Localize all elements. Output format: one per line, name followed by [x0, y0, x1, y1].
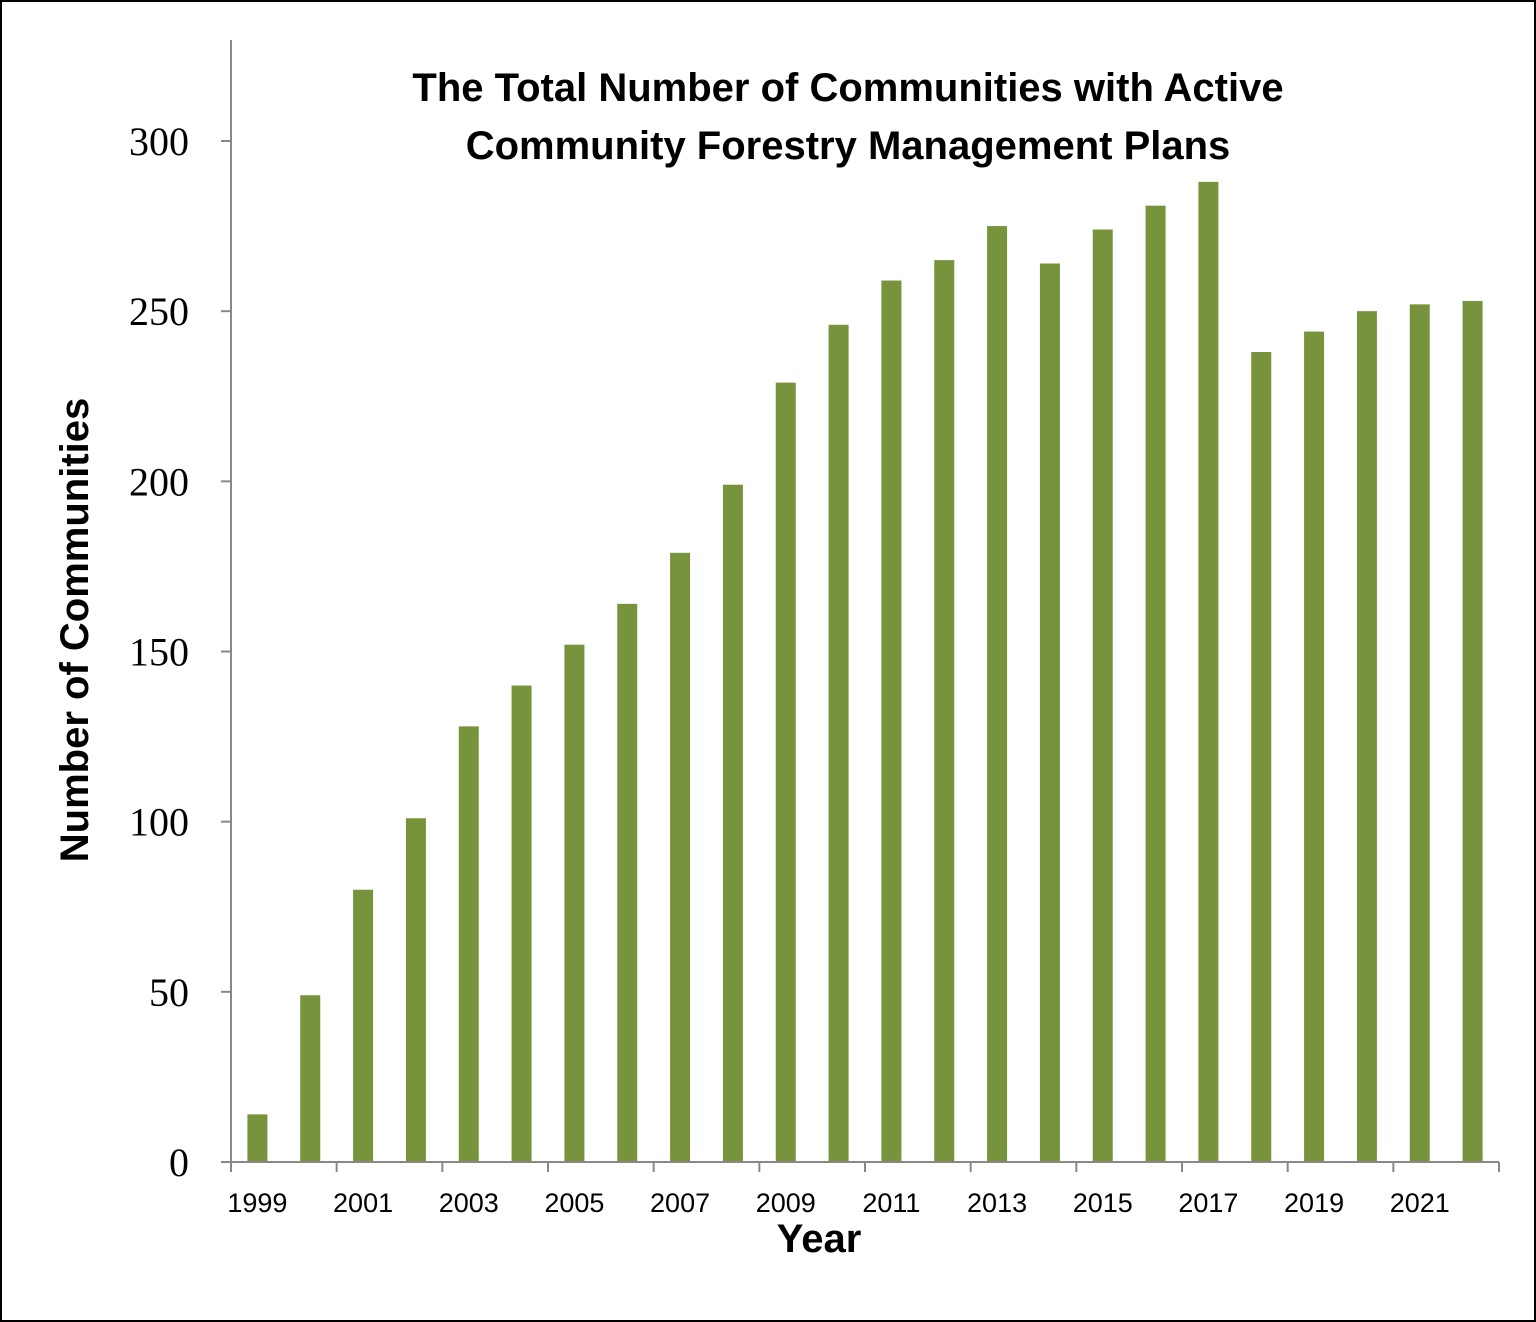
- x-axis-label: Year: [777, 1217, 862, 1261]
- x-tick-label: 2015: [1073, 1188, 1133, 1218]
- bar-2011: [881, 280, 902, 1163]
- y-tick-label: 0: [169, 1140, 189, 1185]
- x-tick-label: 2013: [967, 1188, 1027, 1218]
- y-tick-label: 100: [129, 800, 189, 845]
- bar-2017: [1198, 181, 1219, 1163]
- bar-2002: [405, 818, 426, 1162]
- bar-2000: [300, 995, 321, 1162]
- bar-2005: [564, 644, 585, 1162]
- bar-2010: [828, 324, 849, 1162]
- bar-2007: [670, 552, 691, 1162]
- x-tick-label: 2003: [439, 1188, 499, 1218]
- x-tick-label: 2009: [756, 1188, 816, 1218]
- x-tick-label: 2017: [1178, 1188, 1238, 1218]
- bar-2012: [934, 260, 955, 1162]
- bar-2013: [987, 226, 1008, 1163]
- bar-1999: [247, 1114, 268, 1162]
- bar-2021: [1409, 304, 1430, 1162]
- y-tick-label: 250: [129, 289, 189, 334]
- bar-2018: [1251, 352, 1272, 1162]
- y-tick-label: 300: [129, 119, 189, 164]
- bar-2006: [617, 603, 638, 1162]
- bar-2019: [1304, 331, 1325, 1162]
- bar-2001: [353, 889, 374, 1162]
- x-tick-label: 2005: [544, 1188, 604, 1218]
- bar-2003: [458, 726, 479, 1162]
- x-tick-label: 2011: [862, 1188, 920, 1218]
- bar-2004: [511, 685, 532, 1162]
- x-tick-label: 2007: [650, 1188, 710, 1218]
- y-tick-label: 150: [129, 630, 189, 675]
- bar-2022: [1462, 300, 1483, 1162]
- y-tick-label: 200: [129, 459, 189, 504]
- bar-2014: [1039, 263, 1060, 1162]
- x-tick-label: 2001: [333, 1188, 393, 1218]
- bar-2016: [1145, 205, 1166, 1162]
- bar-2009: [775, 382, 796, 1162]
- chart-title-line-1: The Total Number of Communities with Act…: [412, 66, 1283, 110]
- x-tick-label: 1999: [227, 1188, 287, 1218]
- x-tick-label: 2021: [1390, 1188, 1450, 1218]
- y-axis-label: Number of Communities: [53, 398, 97, 862]
- y-tick-label: 50: [149, 970, 189, 1015]
- x-tick-label: 2019: [1284, 1188, 1344, 1218]
- bar-2008: [722, 484, 743, 1162]
- bar-2015: [1092, 229, 1113, 1162]
- chart-title-line-2: Community Forestry Management Plans: [466, 124, 1231, 168]
- bar-2020: [1356, 311, 1377, 1163]
